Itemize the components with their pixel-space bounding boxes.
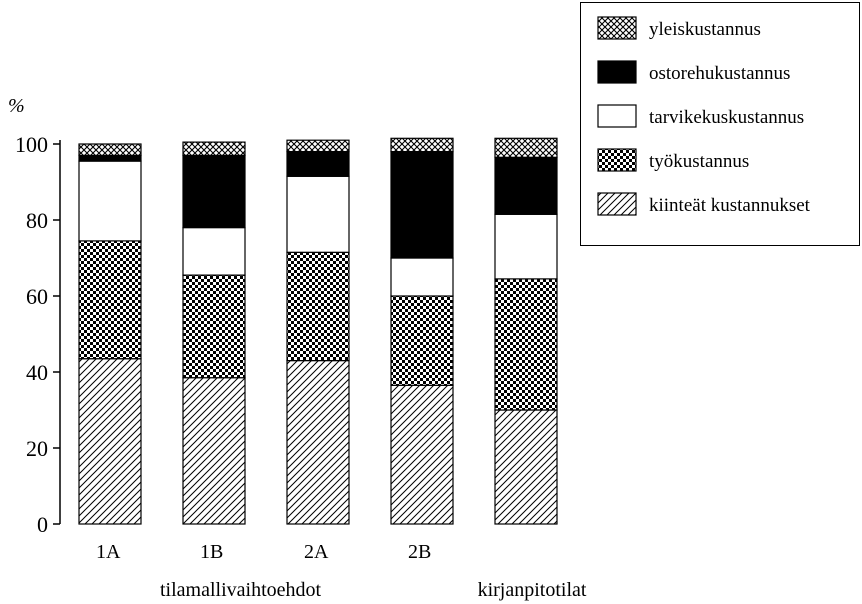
bar-segment-työkustannus xyxy=(182,274,246,379)
bar-segment-tarvikekuskustannus xyxy=(286,175,350,253)
y-tick-label: 0 xyxy=(37,512,48,537)
bar-segment-ostorehukustannus xyxy=(494,156,558,215)
legend-swatch xyxy=(597,148,637,172)
bar-segment-kiinteät-kustannukset xyxy=(390,384,454,525)
x-category-label: 1B xyxy=(200,541,223,563)
bar-segment-tarvikekuskustannus xyxy=(182,227,246,276)
bar-segment-kiinteät-kustannukset xyxy=(286,360,350,525)
bar-segment-kiinteät-kustannukset xyxy=(182,377,246,525)
legend-label: tarvikekuskustannus xyxy=(649,107,804,128)
y-tick-label: 100 xyxy=(15,132,48,157)
bar-segment-työkustannus xyxy=(390,295,454,386)
bar-segment-ostorehukustannus xyxy=(390,151,454,259)
bar-segment-työkustannus xyxy=(78,240,142,360)
bar-segment-tarvikekuskustannus xyxy=(78,160,142,242)
bar-segment-tarvikekuskustannus xyxy=(390,257,454,297)
bar-segment-yleiskustannus xyxy=(182,141,246,157)
y-tick-label: 20 xyxy=(26,436,48,461)
legend-label: työkustannus xyxy=(649,151,749,172)
legend-swatch xyxy=(597,60,637,84)
bar-segment-ostorehukustannus xyxy=(286,151,350,177)
legend-label: ostorehukustannus xyxy=(649,63,790,84)
bar-segment-yleiskustannus xyxy=(390,137,454,153)
legend-swatch xyxy=(597,16,637,40)
bar-segment-ostorehukustannus xyxy=(182,154,246,229)
bar-segment-tarvikekuskustannus xyxy=(494,213,558,280)
bar-segment-yleiskustannus xyxy=(78,143,142,156)
bar-segment-ostorehukustannus xyxy=(78,154,142,162)
bar-segment-yleiskustannus xyxy=(286,139,350,153)
x-category-label: kirjanpitotilat xyxy=(478,579,587,601)
x-category-label: 2A xyxy=(304,541,329,563)
legend-label: yleiskustannus xyxy=(649,19,761,40)
x-axis-group-label: tilamallivaihtoehdot xyxy=(160,579,322,601)
x-category-label: 2B xyxy=(408,541,431,563)
bar-segment-kiinteät-kustannukset xyxy=(494,409,558,525)
bar-segment-työkustannus xyxy=(494,278,558,411)
bar-segment-työkustannus xyxy=(286,251,350,362)
legend-label: kiinteät kustannukset xyxy=(649,195,811,216)
legend-swatch xyxy=(597,104,637,128)
legend-entries: yleiskustannus ostorehukustannus tarvikeku… xyxy=(597,16,811,216)
y-tick-label: 80 xyxy=(26,208,48,233)
legend: yleiskustannus ostorehukustannus tarvikeku… xyxy=(580,2,860,246)
y-tick-label: 60 xyxy=(26,284,48,309)
bar-segment-yleiskustannus xyxy=(494,137,558,158)
y-tick-label: 40 xyxy=(26,360,48,385)
bar-segment-kiinteät-kustannukset xyxy=(78,358,142,525)
y-axis-unit-label: % xyxy=(8,95,25,117)
x-category-label: 1A xyxy=(96,541,121,563)
legend-swatch xyxy=(597,192,637,216)
